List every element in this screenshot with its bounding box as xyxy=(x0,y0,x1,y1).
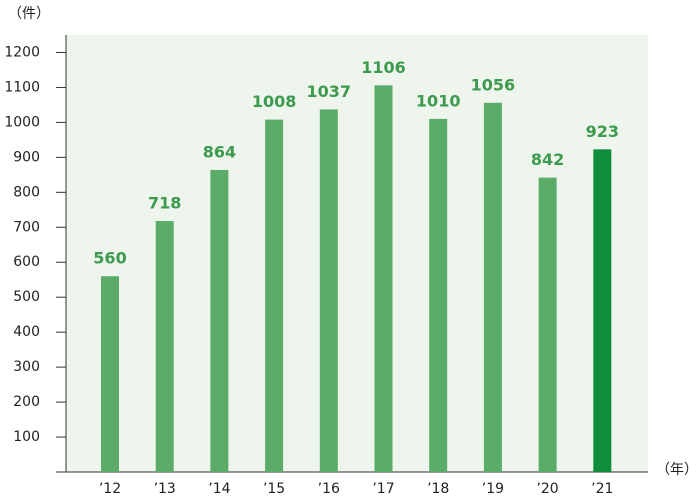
value-label: 1106 xyxy=(361,58,406,77)
x-tick-label: ’12 xyxy=(99,481,121,497)
y-tick-label: 400 xyxy=(13,324,40,340)
plot-area xyxy=(66,35,648,472)
bar xyxy=(374,85,393,472)
bar xyxy=(538,177,557,473)
value-label: 1010 xyxy=(416,91,461,110)
y-tick-label: 1200 xyxy=(4,44,40,60)
bar xyxy=(265,119,284,472)
x-axis-label: （年） xyxy=(656,462,698,478)
value-label: 842 xyxy=(531,150,564,169)
bar xyxy=(593,149,612,472)
y-tick-label: 300 xyxy=(13,359,40,375)
y-tick-label: 500 xyxy=(13,289,40,305)
value-label: 1008 xyxy=(252,92,297,111)
y-tick-label: 900 xyxy=(13,149,40,165)
y-tick-label: 600 xyxy=(13,254,40,270)
x-tick-label: ’19 xyxy=(482,481,504,497)
value-label: 1056 xyxy=(471,75,516,94)
bar xyxy=(155,220,174,472)
value-label: 864 xyxy=(203,142,236,161)
x-tick-label: ’16 xyxy=(318,481,340,497)
y-tick-label: 800 xyxy=(13,184,40,200)
y-tick-label: 100 xyxy=(13,429,40,445)
x-tick-label: ’18 xyxy=(427,481,449,497)
x-tick-label: ’14 xyxy=(208,481,230,497)
bar xyxy=(483,102,502,473)
value-label: 718 xyxy=(148,193,181,212)
bar xyxy=(429,118,448,473)
bar xyxy=(319,109,338,473)
value-label: 1037 xyxy=(307,82,352,101)
x-tick-label: ’21 xyxy=(591,481,613,497)
x-tick-label: ’15 xyxy=(263,481,285,497)
y-tick-label: 700 xyxy=(13,219,40,235)
x-tick-label: ’13 xyxy=(154,481,176,497)
y-tick-label: 1100 xyxy=(4,79,40,95)
y-tick-label: 1000 xyxy=(4,114,40,130)
x-tick-label: ’20 xyxy=(536,481,558,497)
y-axis-label: （件） xyxy=(8,6,50,22)
x-tick-label: ’17 xyxy=(372,481,394,497)
bar xyxy=(101,276,119,472)
value-label: 923 xyxy=(586,122,619,141)
y-tick-label: 200 xyxy=(13,394,40,410)
bar xyxy=(210,169,229,472)
value-label: 560 xyxy=(93,249,126,268)
